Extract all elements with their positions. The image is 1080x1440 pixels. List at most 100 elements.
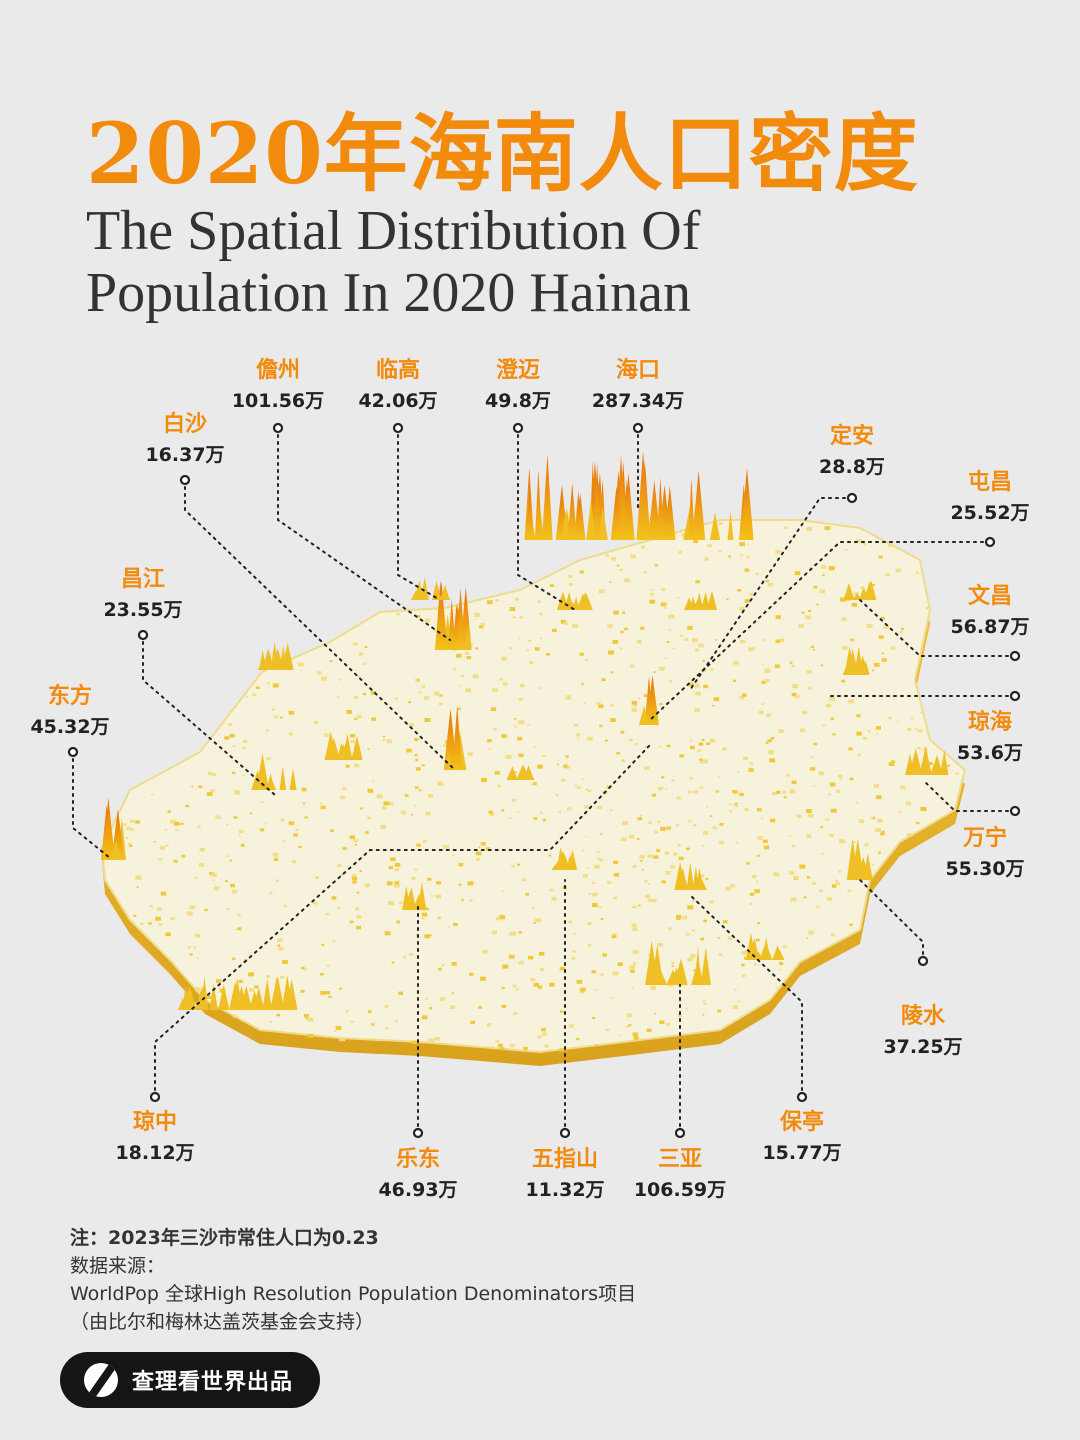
population-speck: [741, 693, 747, 697]
population-speck: [624, 578, 630, 583]
population-speck: [320, 972, 324, 976]
population-speck: [283, 1031, 287, 1034]
population-speck: [595, 989, 598, 992]
population-spike: [268, 657, 282, 670]
population-speck: [709, 900, 714, 904]
population-speck: [805, 809, 812, 813]
population-speck: [488, 748, 491, 750]
dot-dingan: [846, 492, 858, 504]
population-speck: [636, 639, 642, 644]
population-speck: [404, 794, 409, 797]
population-speck: [499, 677, 504, 681]
population-speck: [761, 680, 766, 684]
population-spike: [862, 853, 873, 880]
population-speck: [664, 607, 667, 609]
population-speck: [259, 828, 265, 832]
population-speck: [438, 702, 443, 706]
population-speck: [470, 1020, 475, 1025]
population-speck: [245, 696, 249, 698]
population-speck: [741, 951, 748, 956]
population-speck: [687, 819, 692, 823]
population-speck: [437, 916, 441, 919]
population-speck: [406, 748, 412, 753]
label-name: 乐东: [395, 1147, 440, 1172]
population-speck: [891, 760, 896, 764]
population-speck: [622, 611, 626, 614]
population-speck: [557, 763, 560, 766]
population-speck: [737, 1000, 740, 1003]
population-speck: [370, 691, 376, 695]
population-speck: [726, 598, 729, 601]
population-spike: [275, 993, 284, 1010]
population-speck: [661, 776, 665, 779]
population-spike: [556, 850, 569, 870]
population-speck: [364, 883, 370, 888]
population-speck: [607, 881, 612, 885]
population-speck: [878, 555, 883, 559]
population-speck: [693, 969, 697, 972]
population-speck: [549, 888, 554, 892]
population-speck: [207, 772, 213, 776]
population-speck: [249, 988, 255, 992]
population-speck: [668, 614, 675, 619]
dot-danzhou: [272, 422, 284, 434]
population-spike: [646, 675, 659, 725]
population-speck: [434, 1037, 440, 1041]
population-speck: [755, 938, 760, 942]
population-spike: [761, 937, 771, 960]
population-speck: [574, 724, 578, 727]
population-speck: [499, 915, 506, 920]
population-speck: [914, 727, 918, 730]
population-speck: [740, 554, 743, 556]
population-speck: [342, 847, 347, 850]
population-speck: [198, 863, 205, 867]
population-speck: [812, 882, 817, 885]
population-speck: [841, 679, 846, 683]
population-speck: [668, 927, 672, 931]
population-speck: [632, 1032, 638, 1037]
dot-qiongzhong: [149, 1091, 161, 1103]
population-speck: [799, 864, 806, 869]
population-speck: [812, 785, 815, 787]
population-speck: [794, 695, 800, 699]
population-speck: [659, 702, 663, 705]
population-speck: [273, 715, 278, 719]
population-speck: [503, 682, 508, 686]
population-speck: [295, 828, 299, 831]
population-speck: [415, 758, 419, 762]
population-spike: [506, 766, 518, 780]
population-speck: [441, 964, 445, 967]
population-speck: [920, 807, 927, 812]
population-speck: [572, 950, 576, 953]
population-speck: [613, 610, 619, 615]
footnotes: 注：2023年三沙市常住人口为0.23 数据来源： WorldPop 全球Hig…: [70, 1224, 636, 1336]
population-speck: [266, 975, 270, 978]
population-speck: [775, 986, 778, 989]
population-speck: [654, 830, 659, 834]
population-speck: [765, 741, 769, 744]
population-speck: [330, 829, 334, 833]
population-speck: [354, 695, 359, 699]
population-speck: [702, 759, 708, 764]
population-speck: [312, 902, 316, 904]
population-speck: [193, 946, 197, 949]
label-name: 保亭: [779, 1110, 824, 1135]
population-speck: [475, 858, 480, 861]
population-speck: [840, 597, 846, 602]
population-speck: [530, 978, 536, 982]
label-name: 海口: [615, 358, 660, 383]
label-dingan: 定安 28.8万: [772, 424, 932, 479]
population-speck: [514, 725, 518, 728]
population-speck: [542, 818, 546, 822]
population-speck: [650, 592, 654, 596]
population-speck: [367, 816, 372, 820]
label-changjiang: 昌江 23.55万: [63, 567, 223, 622]
population-speck: [501, 734, 507, 738]
population-speck: [808, 610, 812, 613]
leader-baoting: [689, 894, 803, 1098]
population-speck: [354, 844, 357, 846]
population-speck: [719, 840, 725, 845]
population-speck: [611, 934, 617, 939]
population-speck: [858, 819, 865, 823]
population-speck: [755, 572, 759, 575]
